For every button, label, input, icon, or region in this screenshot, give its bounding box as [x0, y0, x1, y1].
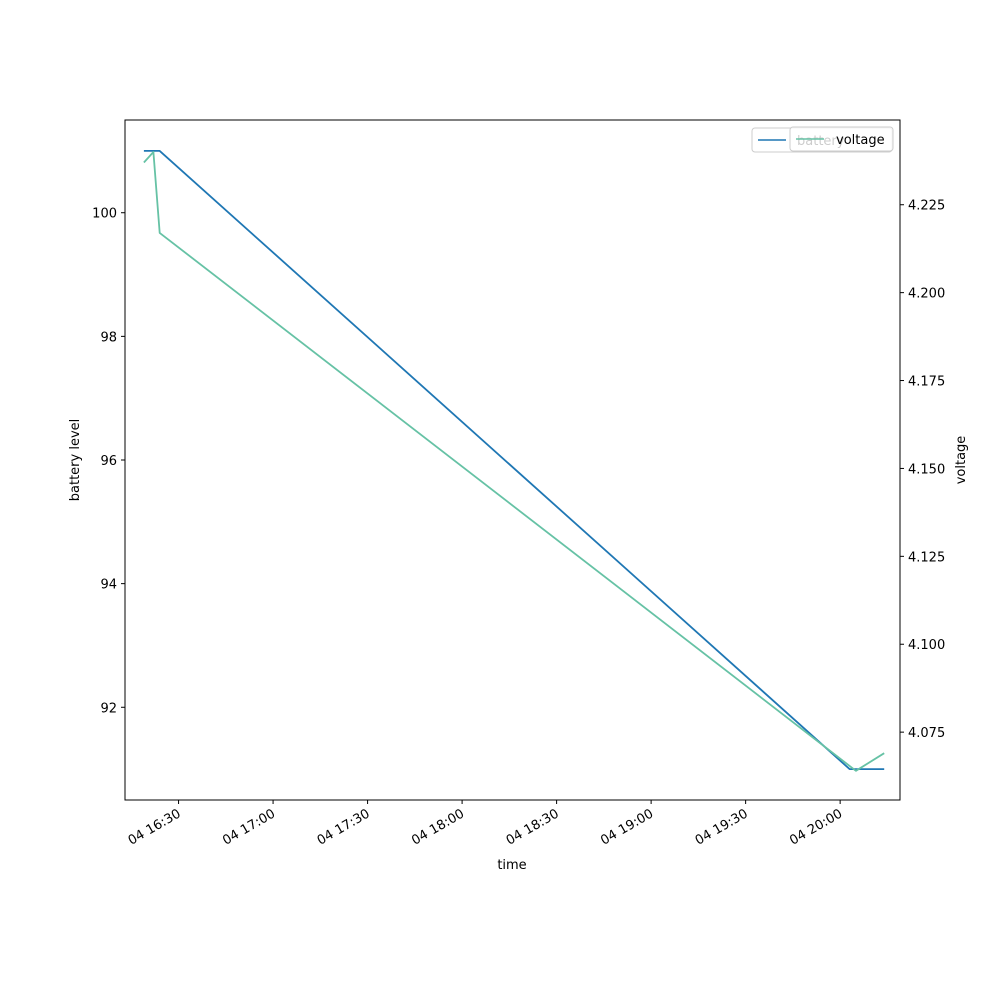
x-tick-label: 04 16:30 [126, 806, 184, 848]
legend-voltage-label: voltage [836, 133, 885, 148]
series-layer [143, 149, 885, 772]
series-line-voltage [143, 151, 885, 772]
y2-tick-label: 4.125 [908, 550, 945, 565]
plot-area [125, 120, 900, 800]
series-line-battery [143, 149, 885, 770]
x-axis-label: time [497, 858, 526, 873]
y-tick-label: 94 [100, 578, 117, 593]
y2-tick-label: 4.075 [908, 726, 945, 741]
x-tick-label: 04 18:30 [504, 806, 562, 848]
x-tick-label: 04 19:30 [693, 806, 751, 848]
x-tick-label: 04 17:30 [315, 806, 373, 848]
legend-voltage: voltage [789, 126, 894, 152]
y2-tick-label: 4.175 [908, 375, 945, 390]
y2-tick-label: 4.150 [908, 462, 945, 477]
y2-axis-label: voltage [954, 436, 969, 485]
y-axis-label: battery level [68, 419, 83, 502]
y-tick-label: 100 [92, 207, 117, 222]
plot-frame [124, 119, 901, 801]
legend-voltage-frame [789, 126, 894, 152]
x-tick-label: 04 19:00 [598, 806, 656, 848]
x-tick-label: 04 18:00 [409, 806, 467, 848]
y-tick-label: 92 [100, 701, 117, 716]
x-tick-label: 04 17:00 [220, 806, 278, 848]
y2-tick-label: 4.100 [908, 638, 945, 653]
y2-tick-label: 4.200 [908, 287, 945, 302]
y-tick-label: 96 [100, 454, 117, 469]
y2-tick-label: 4.225 [908, 199, 945, 214]
x-tick-label: 04 20:00 [787, 806, 845, 848]
y-tick-label: 98 [100, 330, 117, 345]
